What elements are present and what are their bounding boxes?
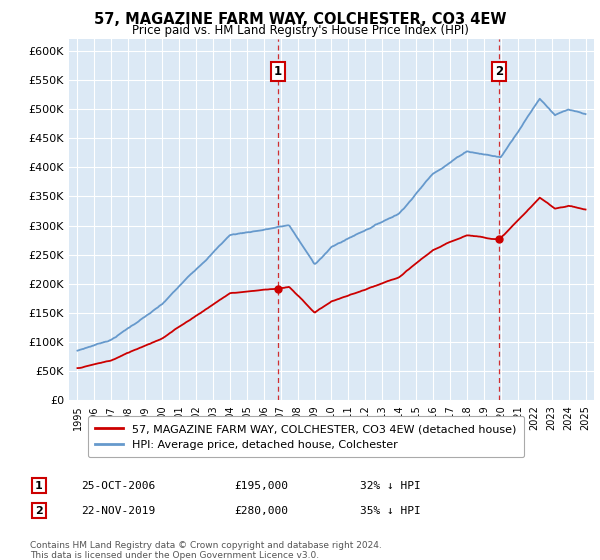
- Text: 2: 2: [495, 65, 503, 78]
- Text: 1: 1: [35, 480, 43, 491]
- Text: Price paid vs. HM Land Registry's House Price Index (HPI): Price paid vs. HM Land Registry's House …: [131, 24, 469, 36]
- Legend: 57, MAGAZINE FARM WAY, COLCHESTER, CO3 4EW (detached house), HPI: Average price,: 57, MAGAZINE FARM WAY, COLCHESTER, CO3 4…: [88, 416, 524, 458]
- Text: 22-NOV-2019: 22-NOV-2019: [81, 506, 155, 516]
- Text: 35% ↓ HPI: 35% ↓ HPI: [360, 506, 421, 516]
- Text: £195,000: £195,000: [234, 480, 288, 491]
- Text: £280,000: £280,000: [234, 506, 288, 516]
- Text: 57, MAGAZINE FARM WAY, COLCHESTER, CO3 4EW: 57, MAGAZINE FARM WAY, COLCHESTER, CO3 4…: [94, 12, 506, 27]
- Text: 1: 1: [274, 65, 282, 78]
- Text: 2: 2: [35, 506, 43, 516]
- Text: Contains HM Land Registry data © Crown copyright and database right 2024.
This d: Contains HM Land Registry data © Crown c…: [30, 541, 382, 560]
- Text: 25-OCT-2006: 25-OCT-2006: [81, 480, 155, 491]
- Text: 32% ↓ HPI: 32% ↓ HPI: [360, 480, 421, 491]
